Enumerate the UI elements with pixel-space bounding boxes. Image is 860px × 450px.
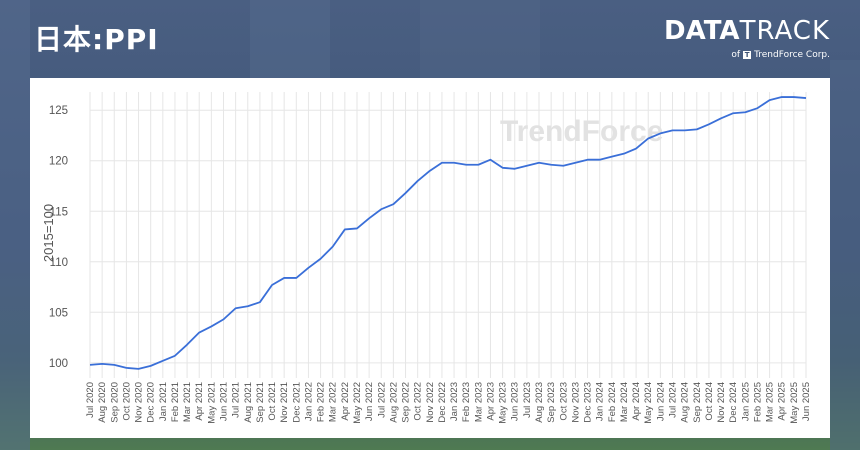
x-tick-label: Aug 2022 xyxy=(388,382,399,423)
x-tick-label: Mar 2024 xyxy=(619,382,630,422)
x-tick-label: Jun 2025 xyxy=(801,382,812,421)
y-tick-label: 110 xyxy=(50,257,68,269)
x-tick-label: Jul 2020 xyxy=(85,382,96,418)
brand-of: of xyxy=(731,50,741,60)
x-tick-label: Oct 2020 xyxy=(121,382,132,421)
brand-wordmark: DATATRACK xyxy=(664,16,830,46)
y-tick-label: 105 xyxy=(49,307,68,319)
x-axis-ticks: Jul 2020 Aug 2020 Sep 2020 Oct 2020 Nov 2020… xyxy=(85,382,812,424)
x-tick-label: Oct 2023 xyxy=(558,382,569,421)
x-tick-label: Feb 2024 xyxy=(607,382,618,422)
x-tick-label: Jan 2025 xyxy=(740,382,751,421)
x-tick-label: Apr 2022 xyxy=(340,382,351,421)
x-tick-label: Feb 2021 xyxy=(170,382,181,422)
x-tick-label: Sep 2024 xyxy=(692,382,703,423)
x-tick-label: Jan 2022 xyxy=(303,382,314,421)
x-tick-label: Nov 2024 xyxy=(716,382,727,423)
x-tick-label: Dec 2023 xyxy=(583,382,594,423)
y-tick-label: 125 xyxy=(49,105,68,117)
x-tick-label: Jun 2023 xyxy=(510,382,521,421)
x-tick-label: Oct 2022 xyxy=(413,382,424,421)
y-tick-label: 120 xyxy=(49,156,68,168)
x-tick-label: Jun 2021 xyxy=(218,382,229,421)
x-tick-label: Mar 2021 xyxy=(182,382,193,422)
x-tick-label: Dec 2024 xyxy=(728,382,739,423)
y-axis-ticks: 100 105 110 115 120 125 xyxy=(49,105,68,370)
brand-light: TRACK xyxy=(739,16,830,46)
x-tick-label: Aug 2024 xyxy=(680,382,691,423)
y-tick-label: 115 xyxy=(50,206,68,218)
x-tick-label: Nov 2022 xyxy=(425,382,436,423)
x-tick-label: Feb 2022 xyxy=(316,382,327,422)
x-tick-label: Dec 2022 xyxy=(437,382,448,423)
x-tick-label: Mar 2022 xyxy=(328,382,339,422)
brand-logo: DATATRACK of T TrendForce Corp. xyxy=(664,16,830,60)
x-tick-label: Apr 2024 xyxy=(631,382,642,421)
horizontal-gridlines xyxy=(90,109,806,364)
x-tick-label: Sep 2022 xyxy=(401,382,412,423)
x-tick-label: Mar 2023 xyxy=(473,382,484,422)
x-tick-label: Apr 2025 xyxy=(777,382,788,421)
x-tick-label: Aug 2023 xyxy=(534,382,545,423)
x-tick-label: May 2024 xyxy=(643,382,654,424)
x-tick-label: Jan 2021 xyxy=(158,382,169,421)
brand-subtitle: of T TrendForce Corp. xyxy=(664,50,830,60)
x-tick-label: Sep 2021 xyxy=(255,382,266,423)
x-tick-label: May 2021 xyxy=(206,382,217,424)
x-tick-label: Mar 2025 xyxy=(765,382,776,422)
brand-company: TrendForce Corp. xyxy=(754,50,830,60)
trendforce-watermark: TrendForce xyxy=(500,115,663,148)
x-tick-label: Sep 2020 xyxy=(109,382,120,423)
x-tick-label: Jan 2024 xyxy=(595,382,606,421)
x-tick-label: Aug 2020 xyxy=(97,382,108,423)
x-tick-label: Feb 2023 xyxy=(461,382,472,422)
x-tick-label: Jun 2024 xyxy=(655,382,666,421)
x-tick-label: May 2023 xyxy=(498,382,509,424)
x-tick-label: Dec 2020 xyxy=(146,382,157,423)
chart-panel: TrendForce 100 105 110 115 120 125 Jul 2020 Au… xyxy=(30,78,830,438)
x-tick-label: Aug 2021 xyxy=(243,382,254,423)
x-tick-label: Oct 2024 xyxy=(704,382,715,421)
trendforce-logo-icon: T xyxy=(743,51,752,59)
x-tick-label: Apr 2021 xyxy=(194,382,205,421)
x-tick-label: Jan 2023 xyxy=(449,382,460,421)
x-tick-label: Jun 2022 xyxy=(364,382,375,421)
series-line xyxy=(89,96,807,370)
x-tick-label: Jul 2024 xyxy=(668,382,679,418)
y-tick-label: 100 xyxy=(49,358,68,370)
x-tick-label: Nov 2021 xyxy=(279,382,290,423)
x-tick-label: May 2025 xyxy=(789,382,800,424)
x-tick-label: Apr 2023 xyxy=(485,382,496,421)
x-tick-label: Oct 2021 xyxy=(267,382,278,421)
y-axis-label: 2015=100 xyxy=(41,204,56,262)
x-tick-label: Feb 2025 xyxy=(752,382,763,422)
x-tick-label: Jul 2021 xyxy=(231,382,242,418)
x-tick-label: May 2022 xyxy=(352,382,363,424)
x-tick-label: Jul 2023 xyxy=(522,382,533,418)
brand-main: DATA xyxy=(664,16,740,46)
page-title: 日本:PPI xyxy=(34,23,159,56)
x-tick-label: Sep 2023 xyxy=(546,382,557,423)
x-tick-label: Jul 2022 xyxy=(376,382,387,418)
vertical-gridlines xyxy=(89,92,807,378)
x-tick-label: Nov 2020 xyxy=(134,382,145,423)
x-tick-label: Nov 2023 xyxy=(570,382,581,423)
x-tick-label: Dec 2021 xyxy=(291,382,302,423)
